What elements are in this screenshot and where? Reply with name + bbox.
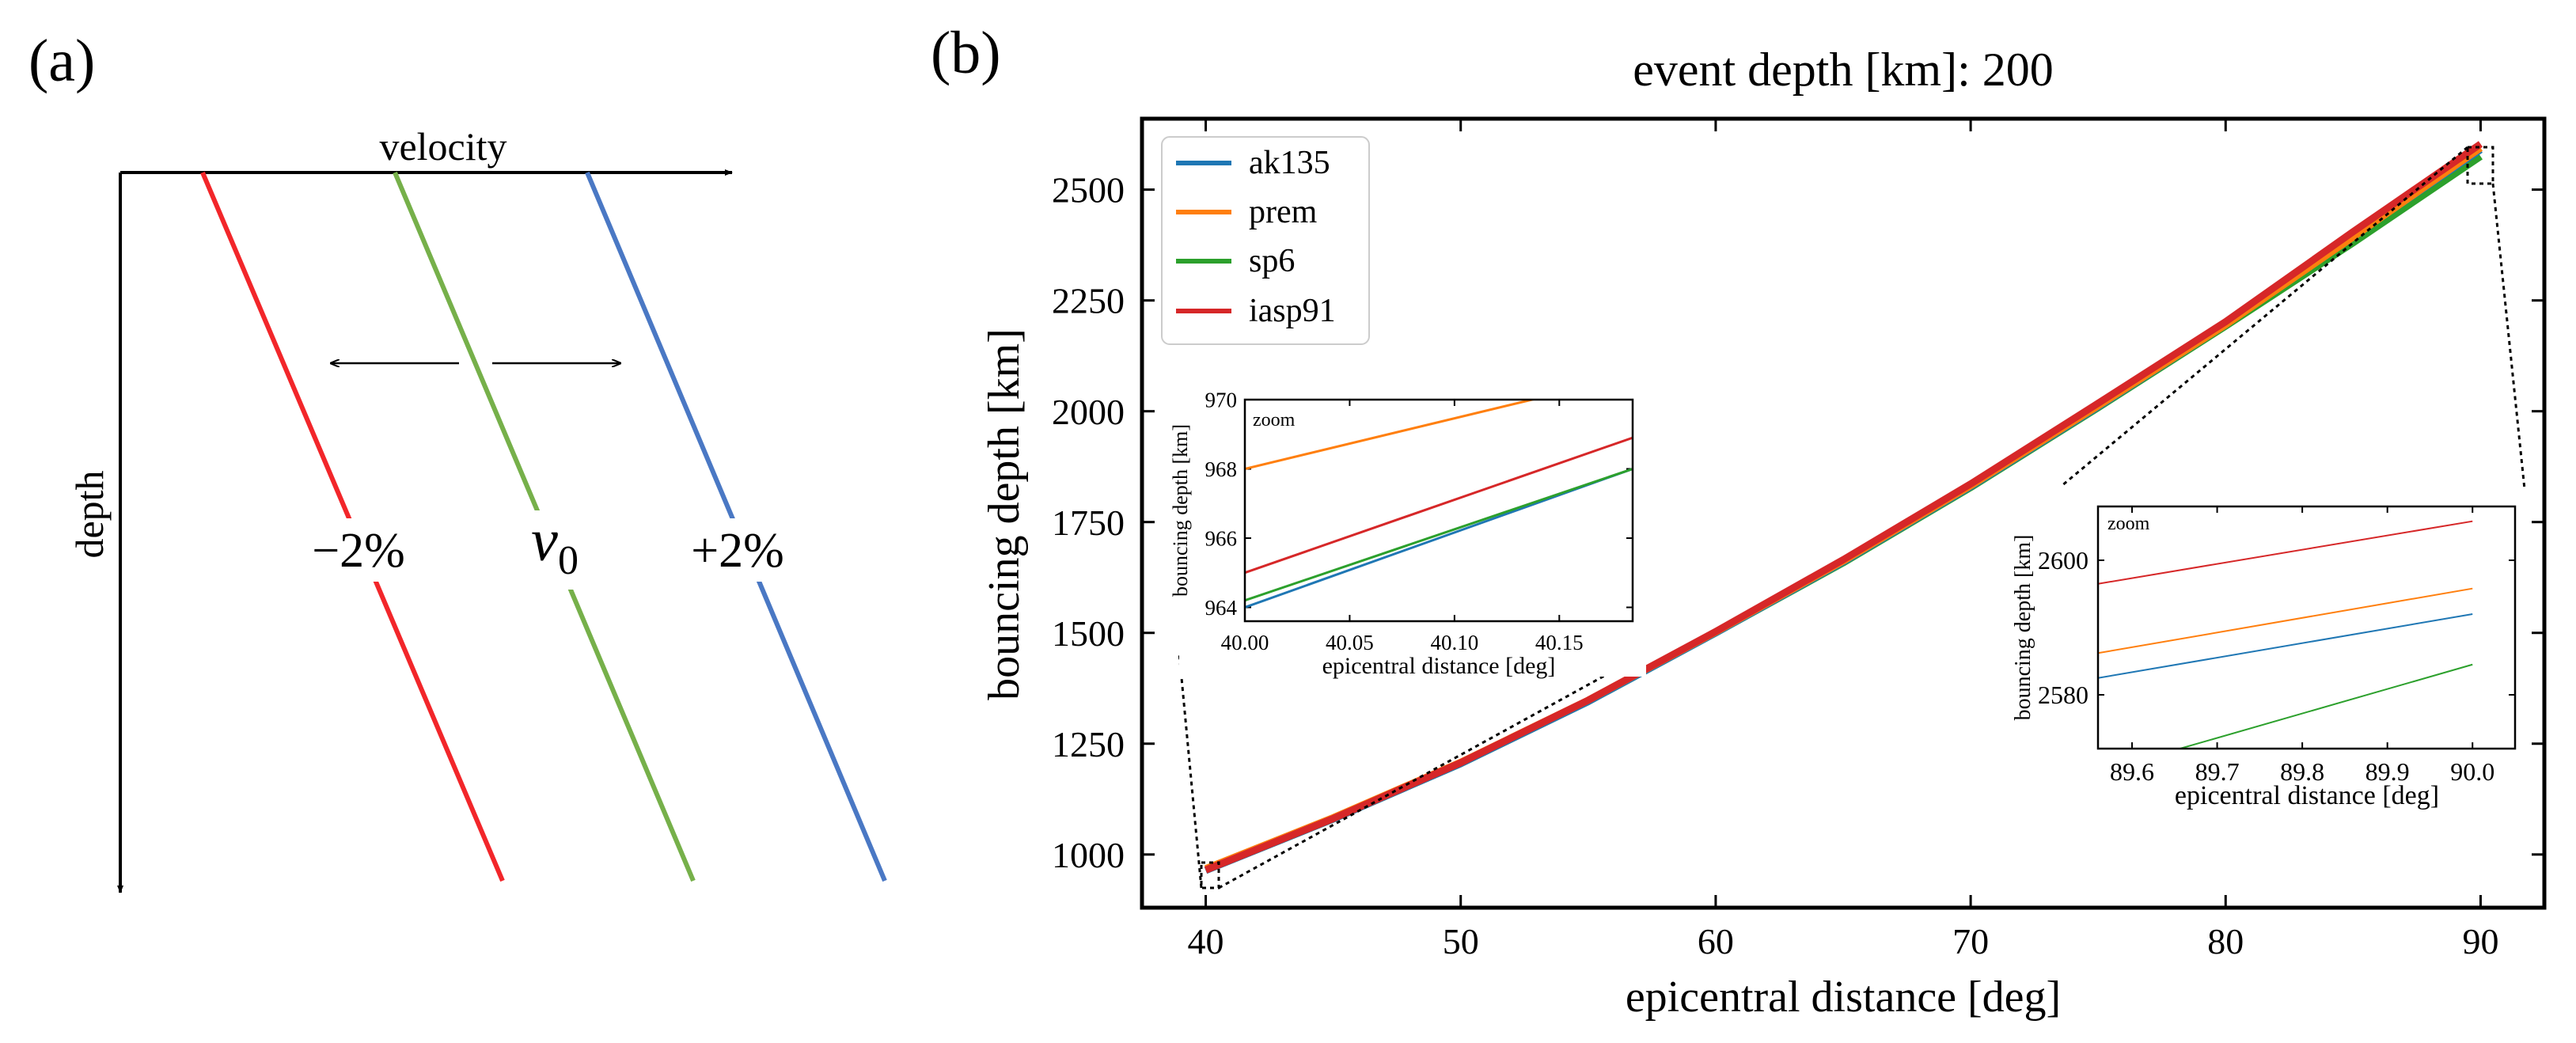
legend-entry-ak135: ak135 bbox=[1176, 145, 1330, 181]
y-tick-label: 1000 bbox=[1052, 835, 1125, 875]
zoom-box-2 bbox=[2466, 146, 2494, 185]
legend-label: prem bbox=[1249, 194, 1318, 230]
series-line-iasp91 bbox=[1245, 436, 1633, 575]
inset-1-background bbox=[1179, 392, 1646, 677]
inset-1-y-axis-label: bouncing depth [km] bbox=[1169, 424, 1192, 597]
y-tick-label: 2580 bbox=[2038, 681, 2088, 709]
legend-label: iasp91 bbox=[1249, 293, 1336, 329]
chart-title: event depth [km]: 200 bbox=[1633, 44, 2054, 96]
inset-2-ticks: 89.6 89.7 89.8 89.9 90.0 2580 2600 bbox=[2038, 506, 2515, 786]
connector-1b bbox=[1218, 651, 1647, 889]
inset-1-x-axis-label: epicentral distance [deg] bbox=[1322, 653, 1556, 679]
zoom-inset-2: 89.6 89.7 89.8 89.9 90.0 2580 2600 zoom epicen… bbox=[2007, 489, 2525, 817]
y-tick-label: 1750 bbox=[1052, 503, 1125, 543]
series-line-iasp91 bbox=[2098, 520, 2473, 585]
y-tick-label: 966 bbox=[1205, 526, 1238, 550]
velocity-label: velocity bbox=[379, 124, 506, 169]
series-line-sp6 bbox=[2176, 663, 2473, 749]
inset-2-y-axis-label: bouncing depth [km] bbox=[2011, 535, 2035, 721]
inset-2-title: zoom bbox=[2107, 514, 2150, 534]
x-tick-label: 40.15 bbox=[1535, 631, 1584, 654]
y-tick-label: 1250 bbox=[1052, 724, 1125, 764]
inset-2-frame bbox=[2096, 505, 2517, 750]
legend-label: sp6 bbox=[1249, 243, 1295, 279]
x-tick-label: 70 bbox=[1952, 921, 1989, 961]
series-line-iasp91 bbox=[1204, 141, 2483, 874]
y-tick-label: 970 bbox=[1205, 388, 1238, 412]
x-tick-label: 89.6 bbox=[2110, 757, 2154, 786]
label-plus2: +2% bbox=[691, 524, 784, 578]
connector-1a bbox=[1178, 652, 1203, 889]
main-ticks: 40 50 60 70 80 90 1000 1250 1500 1750 2000 2250 2500 bbox=[1052, 119, 2544, 961]
x-tick-label: 90.0 bbox=[2450, 757, 2494, 786]
inset-1-frame bbox=[1243, 398, 1634, 623]
y-tick-label: 968 bbox=[1205, 457, 1238, 481]
legend-label: ak135 bbox=[1249, 145, 1330, 181]
x-tick-label: 89.7 bbox=[2195, 757, 2240, 786]
main-series bbox=[1204, 141, 2483, 874]
series-line-ak135 bbox=[2098, 613, 2473, 679]
series-line-sp6 bbox=[1245, 468, 1633, 602]
x-tick-label: 60 bbox=[1698, 921, 1734, 961]
inset-2-x-axis-label: epicentral distance [deg] bbox=[2175, 781, 2439, 810]
inset-2-series bbox=[2098, 520, 2473, 749]
x-tick-label: 90 bbox=[2462, 921, 2498, 961]
main-y-axis-label: bouncing depth [km] bbox=[980, 328, 1029, 700]
series-line-prem bbox=[2098, 587, 2473, 654]
zoom-inset-1: 40.00 40.05 40.10 40.15 964 966 968 970 zoom ep… bbox=[1169, 388, 1646, 679]
y-tick-label: 2000 bbox=[1052, 392, 1125, 432]
label-v0: v bbox=[531, 507, 558, 574]
y-tick-label: 2250 bbox=[1052, 281, 1125, 321]
legend-entry-prem: prem bbox=[1176, 194, 1318, 230]
panel-label-a: (a) bbox=[28, 28, 95, 94]
x-tick-label: 89.8 bbox=[2280, 757, 2324, 786]
label-v0-subscript: 0 bbox=[558, 538, 579, 583]
x-tick-label: 40.05 bbox=[1326, 631, 1374, 654]
legend-entry-sp6: sp6 bbox=[1176, 243, 1295, 279]
depth-label: depth bbox=[67, 470, 112, 558]
label-minus2: −2% bbox=[312, 524, 405, 578]
legend-box bbox=[1161, 136, 1370, 345]
legend: ak135 prem sp6 iasp91 bbox=[1161, 136, 1370, 345]
y-tick-label: 1500 bbox=[1052, 613, 1125, 654]
series-line-prem bbox=[1245, 400, 1538, 470]
y-tick-label: 2600 bbox=[2038, 546, 2088, 575]
panel-label-b: (b) bbox=[931, 20, 1001, 86]
connector-2b bbox=[2491, 183, 2526, 490]
main-plot-frame bbox=[1140, 116, 2547, 910]
x-tick-label: 80 bbox=[2207, 921, 2244, 961]
y-tick-label: 2500 bbox=[1052, 170, 1125, 210]
main-x-axis-label: epicentral distance [deg] bbox=[1626, 973, 2061, 1022]
inset-2-background bbox=[2007, 489, 2525, 817]
x-tick-label: 40.10 bbox=[1430, 631, 1478, 654]
zoom-box-1 bbox=[1200, 861, 1220, 889]
x-tick-label: 40 bbox=[1188, 921, 1224, 961]
inset-1-title: zoom bbox=[1253, 410, 1296, 430]
connector-2a bbox=[2061, 146, 2468, 487]
y-tick-label: 964 bbox=[1205, 596, 1238, 620]
x-tick-label: 89.9 bbox=[2365, 757, 2410, 786]
inset-1-series bbox=[1245, 400, 1633, 609]
legend-entry-iasp91: iasp91 bbox=[1176, 293, 1336, 329]
schematic: velocity depth −2% v 0 +2% bbox=[67, 124, 887, 893]
x-tick-label: 40.00 bbox=[1221, 631, 1269, 654]
main-chart: event depth [km]: 200 40 50 60 70 80 90 1000 12… bbox=[980, 44, 2547, 1022]
x-tick-label: 50 bbox=[1443, 921, 1479, 961]
